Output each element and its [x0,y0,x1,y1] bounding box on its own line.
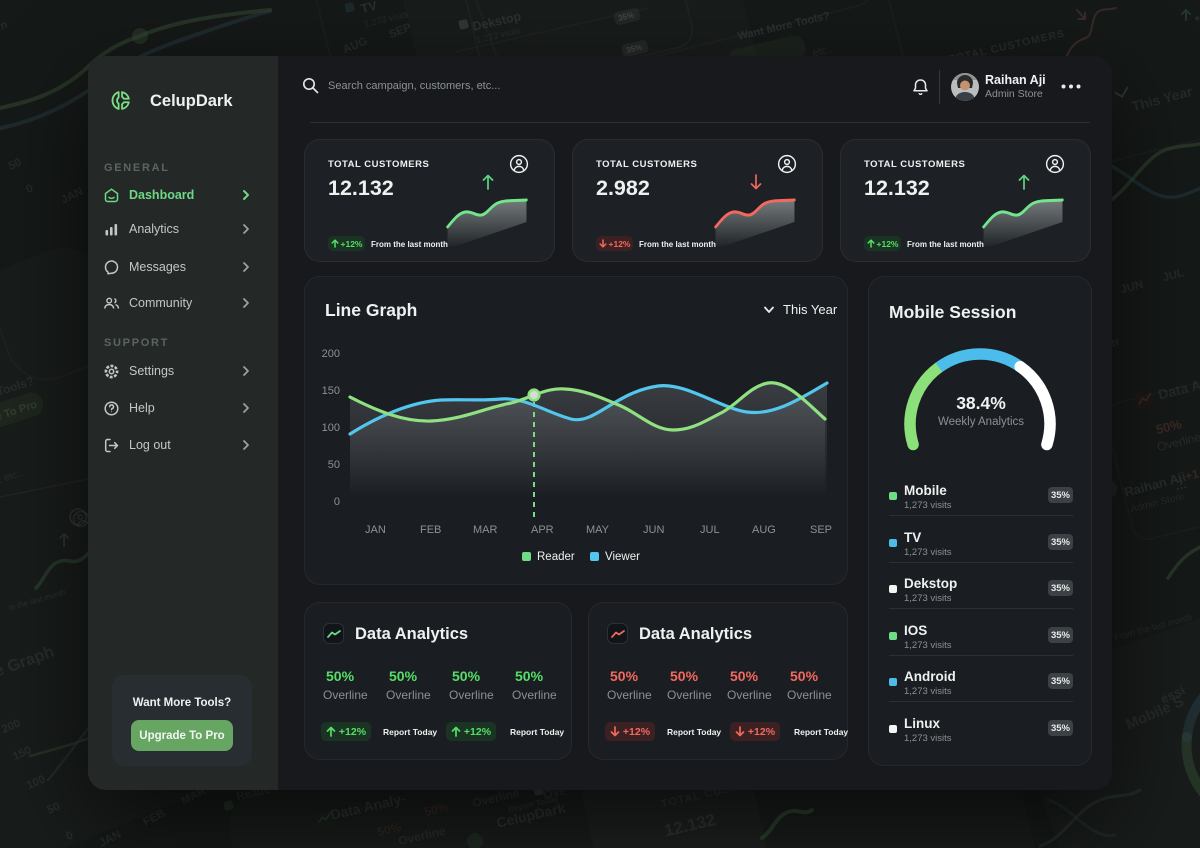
svg-text:50: 50 [45,801,62,817]
svg-text:JAN: JAN [59,186,85,207]
svg-text:JUL: JUL [1161,267,1185,284]
svg-text:50%: 50% [376,820,403,839]
svg-text:n: n [0,19,9,33]
svg-text:JUN: JUN [1119,279,1144,297]
svg-text:AUG: AUG [341,35,369,56]
svg-text:50%: 50% [423,800,450,819]
svg-text:+1: +1 [1193,11,1200,26]
svg-text:This Year: This Year [1130,83,1195,115]
svg-text:35%: 35% [625,43,643,55]
svg-text:0: 0 [24,182,35,196]
svg-text:0: 0 [64,829,75,843]
svg-text:50: 50 [7,157,24,173]
svg-text:...: ... [1173,475,1188,493]
svg-text:SEP: SEP [387,21,413,41]
svg-text:?: ? [74,513,80,524]
svg-text:50%: 50% [1154,416,1183,437]
svg-text:35%: 35% [617,11,635,23]
svg-text:Data An: Data An [1156,374,1200,402]
svg-text:↓ +1: ↓ +1 [1175,466,1200,485]
svg-text:TV: TV [360,0,379,16]
